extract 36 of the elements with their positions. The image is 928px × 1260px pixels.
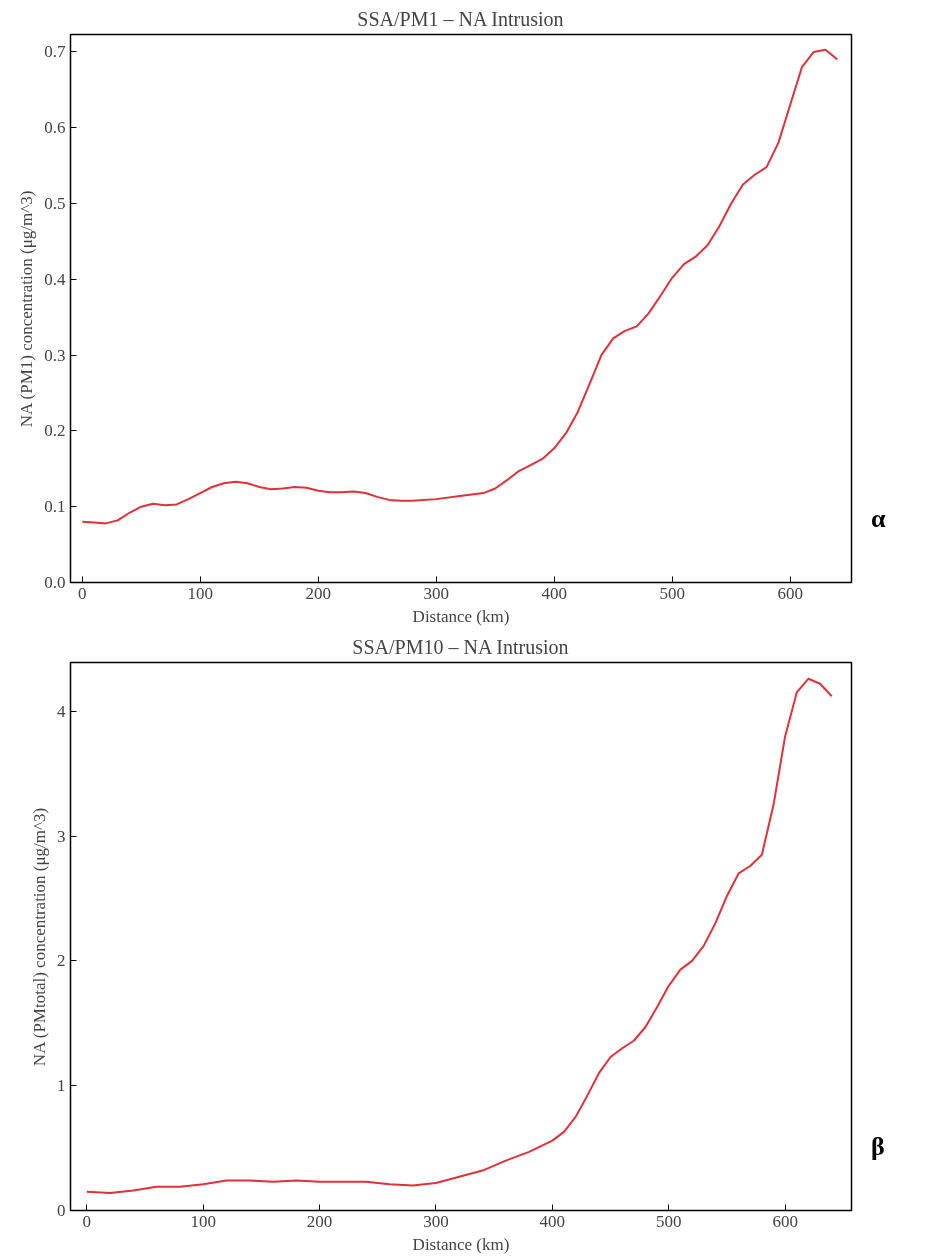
text: β bbox=[871, 1131, 885, 1163]
x-axis-title: Distance (km) bbox=[412, 1234, 510, 1254]
x-tick-label: 400 bbox=[539, 1211, 566, 1231]
x-tick-label: 300 bbox=[423, 1211, 449, 1231]
line-series bbox=[85, 677, 833, 1195]
x-tick-label: 300 bbox=[423, 583, 449, 603]
y-tick-label: 0.0 bbox=[44, 573, 66, 592]
y-tick-label: 0.5 bbox=[44, 194, 66, 214]
y-axis-title: NA (PMtotal) concentration (μg/m^3) bbox=[30, 807, 49, 1067]
y-tick-label: 1 bbox=[57, 1076, 66, 1096]
y-tick-label: 0.3 bbox=[44, 345, 66, 365]
x-tick-label: 100 bbox=[187, 583, 214, 603]
y-tick-label: 0.4 bbox=[44, 269, 66, 289]
y-tick-label: 0.6 bbox=[44, 118, 66, 138]
y-tick-label: 4 bbox=[57, 701, 66, 721]
x-tick-label: 200 bbox=[305, 583, 331, 603]
line-series bbox=[81, 48, 839, 525]
y-tick-label: 0.1 bbox=[44, 497, 66, 517]
y-tick-label: 3 bbox=[57, 826, 66, 846]
x-tick-label: 500 bbox=[656, 1211, 682, 1231]
x-tick-label: 600 bbox=[772, 1211, 798, 1231]
chart-title: SSA/PM1 – NA Intrusion bbox=[357, 7, 564, 30]
x-tick-label: 0 bbox=[82, 1211, 92, 1231]
text: α bbox=[871, 503, 886, 535]
x-tick-label: 500 bbox=[659, 583, 685, 603]
x-tick-label: 200 bbox=[306, 1211, 333, 1231]
y-tick-label: 0.2 bbox=[44, 421, 66, 441]
chart-title: SSA/PM10 – NA Intrusion bbox=[352, 635, 569, 658]
y-tick-label: 0.7 bbox=[44, 42, 66, 62]
y-tick-label: 2 bbox=[57, 951, 66, 971]
x-tick-label: 600 bbox=[777, 583, 803, 603]
y-axis-title: NA (PM1) concentration (μg/m^3) bbox=[17, 190, 37, 428]
x-tick-label: 100 bbox=[190, 1211, 216, 1231]
x-tick-label: 400 bbox=[541, 583, 567, 603]
x-axis-title: Distance (km) bbox=[412, 606, 510, 626]
x-tick-label: 0 bbox=[78, 583, 87, 603]
